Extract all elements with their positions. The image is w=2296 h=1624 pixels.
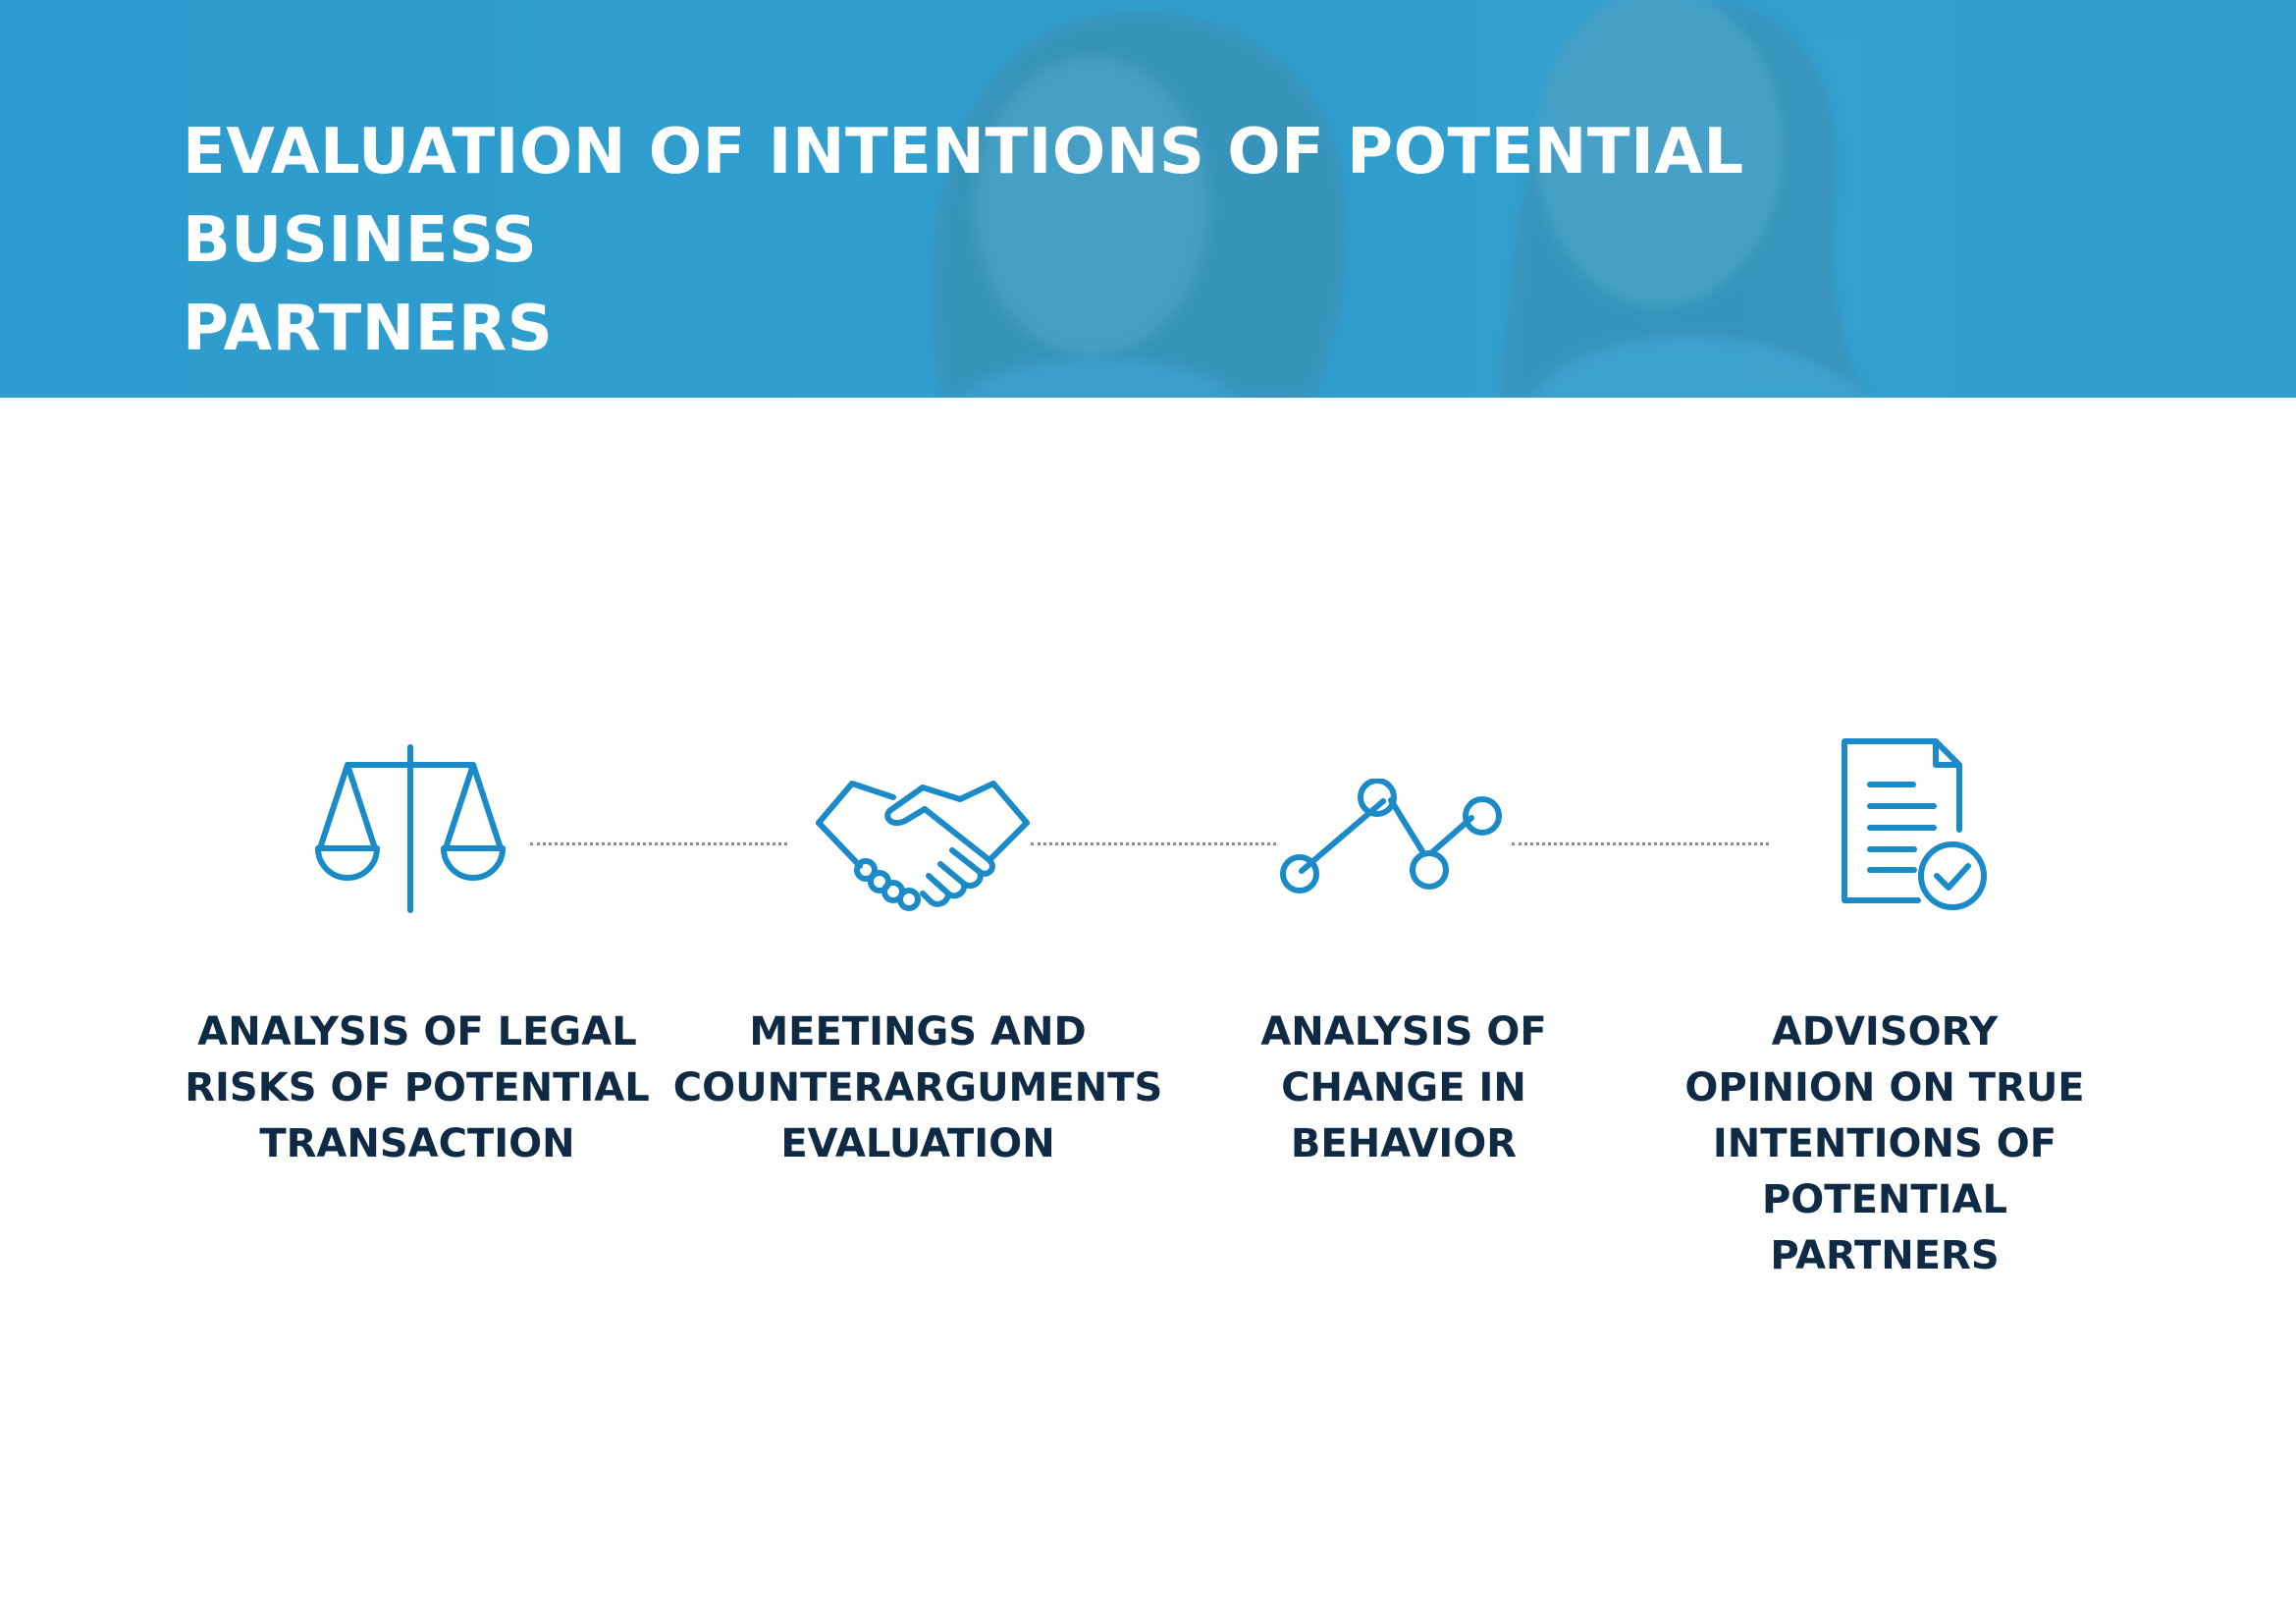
step-label-legal-risks: ANALYSIS OF LEGAL RISKS OF POTENTIAL TRA…: [185, 1009, 650, 1166]
step-label-meetings: MEETINGS AND COUNTERARGUMENTS EVALUATION: [672, 1009, 1163, 1166]
scales-icon: [315, 744, 506, 913]
handshake-icon: [816, 781, 1030, 911]
connector-2: [1031, 842, 1276, 845]
step-label-advisory-opinion: ADVISORY OPINION ON TRUE INTENTIONS OF P…: [1684, 1009, 2085, 1278]
connector-3: [1512, 842, 1769, 845]
banner-photo: [0, 0, 2296, 398]
header-banner: EVALUATION OF INTENTIONS OF POTENTIAL BU…: [0, 0, 2296, 398]
connector-1: [530, 842, 787, 845]
step-label-behavior: ANALYSIS OF CHANGE IN BEHAVIOR: [1260, 1009, 1547, 1166]
document-check-icon: [1842, 738, 1987, 910]
page-title: EVALUATION OF INTENTIONS OF POTENTIAL BU…: [183, 116, 1744, 365]
line-graph-icon: [1280, 779, 1502, 893]
